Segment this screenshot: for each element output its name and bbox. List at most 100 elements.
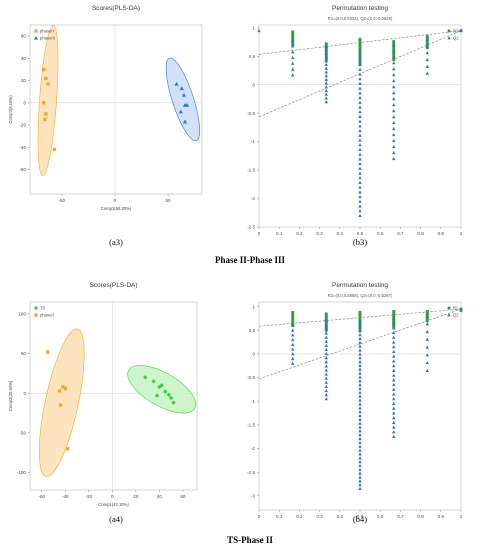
panel-label: (b3) <box>353 237 367 247</box>
data-point-q2 <box>291 328 295 332</box>
data-point-q2 <box>358 336 362 341</box>
y-tick-label: -3 <box>251 493 256 498</box>
y-tick-label: -0.5 <box>247 375 255 380</box>
data-point-q2 <box>358 58 362 62</box>
data-point-ts <box>159 383 164 388</box>
legend-marker-r2 <box>447 306 451 310</box>
data-point-q2 <box>358 436 362 441</box>
data-point-q2 <box>324 331 328 335</box>
data-point-q2 <box>358 199 362 203</box>
data-point-q2 <box>324 81 328 85</box>
data-point-phaseiii <box>179 86 184 91</box>
legend-marker-q2 <box>447 313 451 317</box>
data-point-q2 <box>392 321 396 325</box>
data-point-q2 <box>459 308 463 312</box>
data-point-r2 <box>358 41 362 45</box>
data-point-q2 <box>425 37 429 41</box>
data-point-q2 <box>358 383 362 387</box>
y-tick-label: 0 <box>23 391 26 396</box>
x-tick-label: -50 <box>59 198 66 203</box>
data-point-q2 <box>358 157 362 161</box>
data-point-q2 <box>324 368 328 372</box>
y-tick-label: -2.5 <box>247 225 255 230</box>
data-point-phaseii <box>52 147 57 152</box>
data-point-q2 <box>358 325 362 329</box>
data-point-q2 <box>358 483 362 487</box>
plot-frame <box>29 24 203 195</box>
data-point-r2 <box>324 325 328 329</box>
data-point-q2 <box>358 475 362 479</box>
data-point-r2 <box>291 322 295 326</box>
data-point-q2 <box>358 105 362 109</box>
data-point-r2 <box>291 320 295 324</box>
data-point-q2 <box>392 406 396 410</box>
data-point-q2 <box>392 340 396 344</box>
data-point-r2 <box>291 32 295 36</box>
data-point-q2 <box>358 143 362 147</box>
data-point-phaseiii <box>178 109 183 114</box>
data-point-phaseii <box>44 76 48 81</box>
legend-marker-phaseii <box>34 313 38 317</box>
plot-frame <box>258 301 462 511</box>
data-point-r2 <box>291 314 295 318</box>
data-point-phaseii <box>45 350 50 354</box>
data-point-q2 <box>358 429 362 433</box>
data-point-q2 <box>358 367 362 371</box>
data-point-q2 <box>358 171 362 175</box>
data-point-q2 <box>392 401 396 406</box>
y-tick-label: -1 <box>251 139 256 144</box>
data-point-q2 <box>358 459 362 464</box>
data-point-q2 <box>358 386 362 391</box>
data-point-q2 <box>291 44 295 48</box>
data-point-q2 <box>392 126 396 131</box>
data-point-q2 <box>392 114 396 119</box>
data-point-q2 <box>324 319 328 323</box>
data-point-r2 <box>425 39 429 43</box>
data-point-q2 <box>358 119 362 123</box>
data-point-q2 <box>324 62 328 67</box>
data-point-q2 <box>392 316 396 320</box>
data-point-q2 <box>324 96 328 100</box>
data-point-q2 <box>358 444 362 448</box>
y-tick-label: -2 <box>251 446 256 451</box>
data-point-phaseii <box>42 67 46 72</box>
data-point-q2 <box>358 486 362 491</box>
data-point-q2 <box>324 384 328 388</box>
data-point-q2 <box>392 363 396 368</box>
data-point-r2 <box>358 43 362 47</box>
y-tick-label: 0 <box>252 82 255 87</box>
data-point-q2 <box>358 425 362 429</box>
data-point-ts <box>166 392 171 398</box>
data-point-q2 <box>358 100 362 104</box>
data-point-phaseiii <box>185 102 190 107</box>
y-tick-label: 20 <box>21 78 27 83</box>
data-point-q2 <box>392 49 396 53</box>
data-point-q2 <box>324 339 328 343</box>
data-point-q2 <box>324 327 328 331</box>
legend-marker-q2 <box>447 36 451 40</box>
data-point-q2 <box>392 144 396 149</box>
data-point-r2 <box>392 323 396 327</box>
y-tick-label: -2.5 <box>247 470 255 475</box>
data-point-q2 <box>358 359 362 364</box>
data-point-q2 <box>324 55 328 59</box>
y-tick-label: -50 <box>19 430 26 435</box>
x-tick-label: 0.1 <box>276 514 283 519</box>
data-point-q2 <box>392 330 396 335</box>
data-point-q2 <box>358 138 362 142</box>
data-point-r2 <box>392 58 396 62</box>
x-tick-label: -60 <box>38 494 45 499</box>
data-point-q2 <box>358 72 362 76</box>
data-point-q2 <box>358 124 362 128</box>
data-point-q2 <box>392 138 396 143</box>
x-tick-label: 0 <box>258 231 261 236</box>
data-point-q2 <box>358 133 362 137</box>
data-point-phaseii <box>46 82 50 86</box>
data-point-q2 <box>358 390 362 394</box>
chart-title: Scores(PLS-DA) <box>92 5 140 12</box>
data-point-r2 <box>324 46 328 49</box>
data-point-q2 <box>291 342 295 346</box>
x-tick-label: 40 <box>157 494 163 499</box>
data-point-r2 <box>358 37 362 41</box>
